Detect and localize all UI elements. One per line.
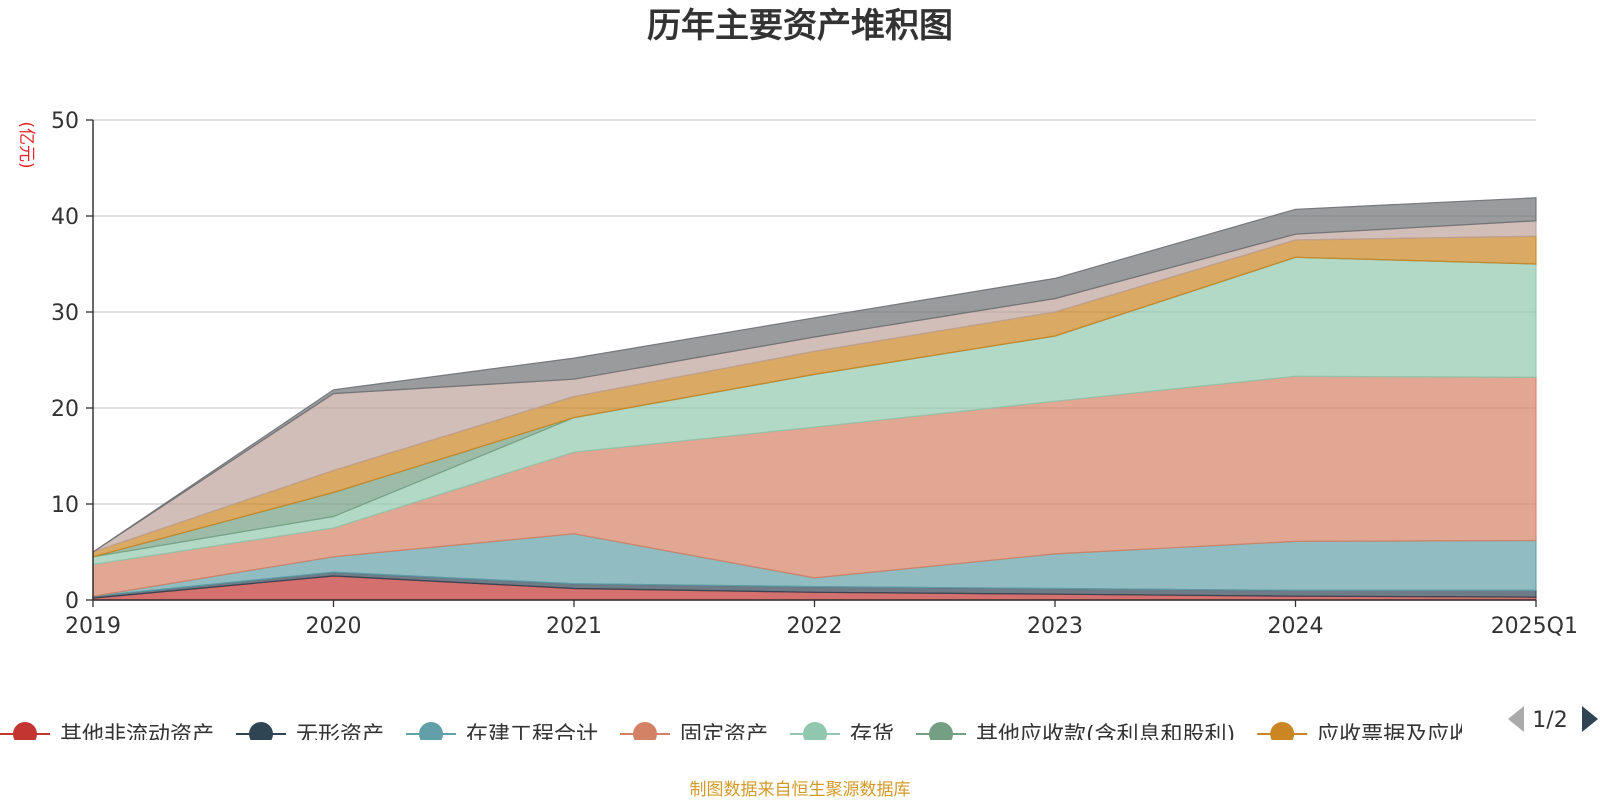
legend-item[interactable]: 在建工程合计 bbox=[406, 722, 598, 748]
data-source: 制图数据来自恒生聚源数据库 bbox=[690, 780, 911, 800]
legend-marker-icon bbox=[633, 722, 657, 740]
legend-marker-icon bbox=[249, 722, 273, 740]
legend-label: 应收票据及应收账款 bbox=[1317, 723, 1515, 748]
legend-label: 无形资产 bbox=[296, 723, 384, 748]
area-series-8[interactable] bbox=[92, 197, 1537, 553]
axes: 0 10 20 30 40 50 2019 2020 2021 2022 2023 2024 2025Q… bbox=[51, 109, 1578, 639]
x-tick-label: 2025Q1 bbox=[1491, 614, 1578, 639]
legend-item[interactable]: 无形资产 bbox=[236, 722, 384, 748]
x-tick-label: 2022 bbox=[787, 614, 843, 639]
y-tick-label: 10 bbox=[51, 493, 79, 518]
x-tick-label: 2021 bbox=[546, 614, 602, 639]
legend-next-icon[interactable] bbox=[1582, 706, 1598, 732]
y-tick-label: 30 bbox=[51, 301, 79, 326]
legend-label: 在建工程合计 bbox=[466, 723, 598, 748]
legend-marker-icon bbox=[803, 722, 827, 740]
legend-marker-icon bbox=[419, 722, 443, 740]
legend-page-indicator: 1/2 bbox=[1532, 708, 1567, 733]
legend-label: 其他非流动资产 bbox=[60, 723, 214, 748]
x-tick-label: 2019 bbox=[65, 614, 121, 639]
y-tick-label: 20 bbox=[51, 397, 79, 422]
x-tick-label: 2024 bbox=[1268, 614, 1324, 639]
series-areas bbox=[92, 197, 1537, 601]
legend-item[interactable]: 固定资产 bbox=[620, 722, 768, 748]
legend-marker-icon bbox=[1270, 722, 1295, 740]
x-tick-label: 2020 bbox=[306, 614, 362, 639]
legend-item[interactable]: 应收票据及应收账款 bbox=[1257, 722, 1515, 748]
legend-item[interactable]: 存货 bbox=[790, 722, 894, 748]
legend-marker-icon bbox=[929, 722, 953, 740]
legend-prev-icon[interactable] bbox=[1508, 706, 1524, 732]
legend: 其他非流动资产 无形资产 在建工程合计 固定资产 存货 其他应收款(含利息和股利) 应收票据… bbox=[0, 706, 1598, 748]
legend-label: 其他应收款(含利息和股利) bbox=[976, 723, 1235, 748]
chart-title: 历年主要资产堆积图 bbox=[647, 6, 953, 46]
legend-label: 存货 bbox=[850, 723, 894, 748]
y-tick-label: 0 bbox=[65, 589, 79, 614]
legend-item[interactable]: 其他应收款(含利息和股利) bbox=[916, 722, 1235, 748]
y-tick-label: 50 bbox=[51, 109, 79, 134]
legend-item[interactable]: 其他非流动资产 bbox=[0, 722, 214, 748]
legend-marker-icon bbox=[13, 722, 37, 740]
y-tick-label: 40 bbox=[51, 205, 79, 230]
legend-label: 固定资产 bbox=[680, 723, 768, 748]
x-tick-label: 2023 bbox=[1027, 614, 1083, 639]
y-axis-unit: (亿元) bbox=[16, 121, 36, 168]
